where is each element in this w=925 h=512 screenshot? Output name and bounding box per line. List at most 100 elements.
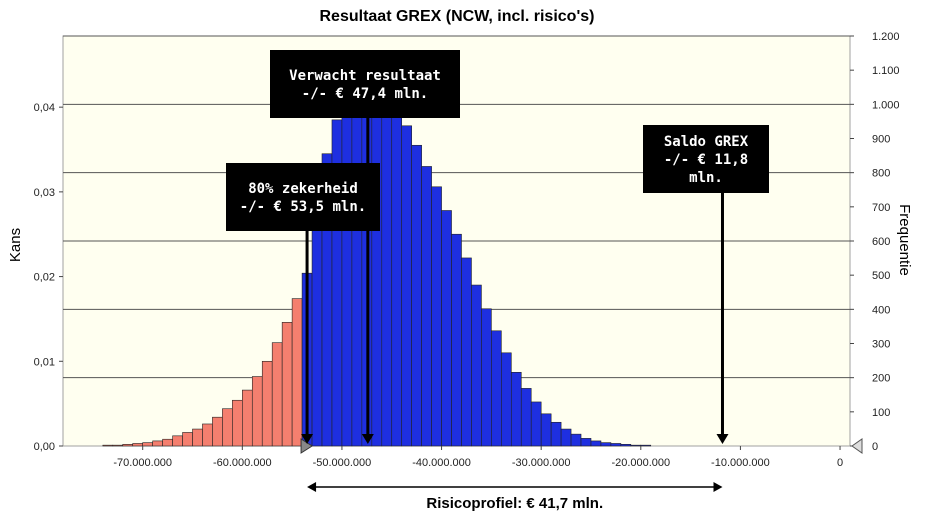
y-right-tick-label: 200 bbox=[872, 373, 890, 385]
histogram-bar bbox=[620, 444, 632, 447]
histogram-bar bbox=[501, 352, 512, 447]
histogram-bar bbox=[112, 444, 124, 447]
histogram-bar bbox=[550, 421, 562, 447]
y-right-tick-label: 600 bbox=[872, 236, 890, 248]
histogram-bar bbox=[421, 166, 432, 447]
histogram-bar bbox=[580, 438, 592, 447]
callout-expected: Verwacht resultaat -/- € 47,4 mln. bbox=[270, 50, 460, 444]
histogram-bar bbox=[192, 428, 203, 447]
y-right-tick-label: 700 bbox=[872, 202, 890, 214]
y-axis-label-frequentie: Frequentie bbox=[896, 204, 913, 276]
x-tick-label: -10.000.000 bbox=[711, 457, 770, 469]
chart-title: Resultaat GREX (NCW, incl. risico's) bbox=[320, 8, 595, 25]
y-left-tick-label: 0,02 bbox=[34, 272, 55, 284]
histogram-bar bbox=[341, 108, 353, 447]
callout-text-line: -/- € 47,4 mln. bbox=[302, 86, 428, 102]
callout-box bbox=[226, 163, 380, 231]
histogram-bar bbox=[610, 443, 622, 447]
histogram-bar bbox=[391, 112, 403, 447]
histogram-bar bbox=[232, 399, 243, 447]
callout-box bbox=[643, 125, 769, 193]
y-left-tick-label: 0,00 bbox=[34, 441, 55, 453]
y-left-tick-label: 0,04 bbox=[34, 102, 55, 114]
histogram-bar bbox=[172, 435, 183, 447]
callout-text-line: mln. bbox=[689, 170, 723, 186]
callout-text-line: -/- € 11,8 bbox=[664, 152, 748, 168]
risk-profile-arrow-right bbox=[713, 482, 723, 492]
histogram-bar bbox=[560, 428, 572, 447]
histogram-bar bbox=[431, 186, 442, 447]
histogram-bar bbox=[510, 372, 522, 447]
histogram-bar bbox=[570, 433, 582, 447]
histogram-bar bbox=[102, 444, 114, 447]
histogram-bar bbox=[311, 216, 323, 447]
histogram-bar bbox=[182, 432, 193, 447]
histogram-bar bbox=[471, 284, 482, 447]
callout-arrow-head bbox=[716, 434, 729, 444]
x-tick-label: -70.000.000 bbox=[113, 457, 172, 469]
y-left-tick-label: 0,03 bbox=[34, 187, 55, 199]
histogram-bar bbox=[132, 443, 143, 447]
histogram-bar bbox=[441, 210, 452, 447]
histogram-bar bbox=[281, 322, 293, 447]
x-tick-label: -30.000.000 bbox=[512, 457, 571, 469]
histogram-bar bbox=[640, 444, 652, 447]
x-tick-label: -40.000.000 bbox=[412, 457, 471, 469]
x-tick-label: -60.000.000 bbox=[213, 457, 272, 469]
y-right-tick-label: 300 bbox=[872, 339, 890, 351]
callout-text-line: Saldo GREX bbox=[664, 134, 749, 150]
histogram-bar bbox=[491, 330, 502, 447]
histogram-bar bbox=[540, 413, 552, 447]
y-axis-label-kans: Kans bbox=[7, 228, 24, 262]
histogram-bar bbox=[271, 342, 283, 447]
histogram-bar bbox=[351, 101, 363, 447]
y-right-tick-label: 400 bbox=[872, 304, 890, 316]
histogram-bar bbox=[530, 401, 542, 447]
histogram-bar bbox=[261, 360, 273, 447]
x-tick-label: -50.000.000 bbox=[313, 457, 372, 469]
histogram-bar bbox=[590, 440, 602, 447]
histogram-bar bbox=[481, 308, 492, 447]
histogram-bar bbox=[411, 144, 422, 447]
y-right-tick-label: 100 bbox=[872, 407, 890, 419]
y-right-tick-label: 900 bbox=[872, 134, 890, 146]
histogram-bar bbox=[381, 103, 393, 447]
histogram-bar bbox=[630, 444, 642, 447]
histogram-bar bbox=[242, 389, 253, 447]
y-right-tick-label: 1.000 bbox=[872, 99, 900, 111]
risk-profile-label: Risicoprofiel: € 41,7 mln. bbox=[426, 495, 603, 512]
callout-saldo: Saldo GREX -/- € 11,8 mln. bbox=[643, 125, 769, 444]
y-left-tick-label: 0,01 bbox=[34, 356, 55, 368]
threshold-slider-right bbox=[851, 438, 863, 454]
callout-text-line: Verwacht resultaat bbox=[289, 68, 441, 84]
histogram-bar bbox=[152, 440, 163, 447]
y-right-tick-label: 1.100 bbox=[872, 65, 900, 77]
histogram-bar bbox=[142, 442, 153, 447]
risk-profile-arrow-left bbox=[307, 482, 317, 492]
histogram-bar bbox=[401, 125, 412, 447]
histogram-bar bbox=[520, 388, 532, 447]
callout-arrow-head bbox=[361, 434, 374, 444]
y-right-tick-label: 1.200 bbox=[872, 31, 900, 43]
x-tick-label: -20.000.000 bbox=[611, 457, 670, 469]
y-right-tick-label: 500 bbox=[872, 270, 890, 282]
callout-text-line: 80% zekerheid bbox=[248, 181, 358, 197]
histogram-bar bbox=[212, 416, 223, 447]
callout-box bbox=[270, 50, 460, 118]
callout-arrow-head bbox=[301, 434, 314, 444]
histogram-bar bbox=[222, 408, 233, 447]
y-right-tick-label: 0 bbox=[872, 441, 878, 453]
histogram-bar bbox=[371, 100, 383, 447]
histogram-bar bbox=[122, 444, 134, 447]
histogram-bar bbox=[202, 423, 213, 447]
histogram-bar bbox=[162, 438, 173, 447]
y-right-tick-label: 800 bbox=[872, 168, 890, 180]
histogram-bar bbox=[291, 298, 303, 447]
histogram-bar bbox=[451, 233, 462, 447]
callout-certainty: 80% zekerheid -/- € 53,5 mln. bbox=[226, 163, 380, 444]
histogram-bar bbox=[251, 376, 263, 447]
histogram-bar bbox=[461, 257, 472, 447]
histogram-bar bbox=[600, 442, 612, 447]
x-tick-label: 0 bbox=[837, 457, 843, 469]
